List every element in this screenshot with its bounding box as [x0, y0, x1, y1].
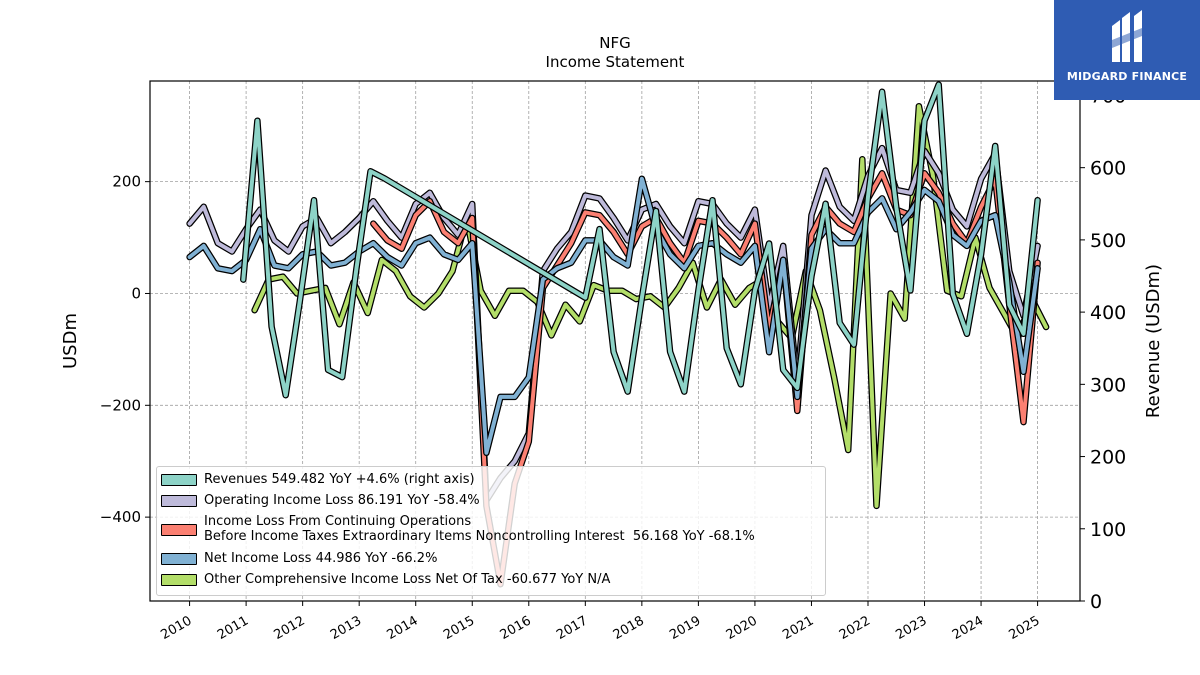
series-line: [371, 171, 1040, 587]
legend-label-revenues: Revenues 549.482 YoY +4.6% (right axis): [204, 472, 475, 487]
x-tick-label: 2014: [385, 613, 421, 643]
x-tick-label: 2025: [1006, 613, 1042, 643]
right-y-tick-label: 300: [1090, 374, 1126, 396]
left-y-tick-label: −400: [100, 508, 141, 526]
chart-subtitle: Income Statement: [546, 53, 685, 71]
x-tick-label: 2024: [950, 613, 986, 643]
right-y-tick-label: 500: [1090, 230, 1126, 252]
series-line: [252, 104, 1049, 508]
legend-swatch-revenues: [161, 474, 197, 486]
series-4: [251, 102, 1050, 510]
brand-logo: MIDGARD FINANCE: [1054, 0, 1200, 100]
left-y-tick-label: 200: [112, 173, 141, 191]
x-tick-label: 2015: [441, 613, 477, 643]
series-0: [240, 81, 1041, 399]
x-tick-label: 2011: [215, 613, 251, 643]
x-tick-label: 2012: [271, 613, 307, 643]
x-tick-label: 2018: [611, 613, 647, 643]
left-y-tick-label: −200: [100, 396, 141, 414]
legend-swatch-pretax-income: [161, 524, 197, 536]
right-y-tick-label: 200: [1090, 447, 1126, 469]
x-tick-label: 2022: [837, 613, 873, 643]
right-y-tick-label: 400: [1090, 302, 1126, 324]
legend-swatch-net-income: [161, 553, 197, 565]
x-tick-label: 2023: [893, 613, 929, 643]
left-axis-label: USDm: [60, 313, 81, 369]
right-axis-label: Revenue (USDm): [1143, 264, 1164, 418]
legend-swatch-operating-income: [161, 495, 197, 507]
left-y-tick-label: 0: [131, 284, 141, 302]
series-line-outline: [251, 102, 1050, 510]
series-line: [187, 176, 1040, 455]
x-tick-label: 2016: [498, 613, 534, 643]
right-y-tick-label: 0: [1090, 591, 1102, 613]
series-line: [241, 82, 1040, 398]
legend-label-other-comprehensive: Other Comprehensive Income Loss Net Of T…: [204, 572, 611, 587]
x-tick-label: 2010: [158, 613, 194, 643]
legend-label-operating-income: Operating Income Loss 86.191 YoY -58.4%: [204, 493, 480, 508]
chart-title: NFG: [599, 34, 630, 52]
legend-swatch-other-comprehensive: [161, 574, 197, 586]
x-tick-label: 2020: [724, 613, 760, 643]
legend-label-pretax-income: Income Loss From Continuing Operations B…: [204, 514, 755, 544]
x-tick-label: 2013: [328, 613, 364, 643]
x-tick-label: 2017: [554, 613, 590, 643]
plot-frame: [149, 80, 1081, 602]
logo-mark-icon: [1112, 10, 1142, 62]
series-2: [370, 170, 1041, 588]
x-tick-label: 2021: [780, 613, 816, 643]
series-group: [186, 81, 1050, 588]
x-tick-label: 2019: [667, 613, 703, 643]
series-3: [186, 175, 1041, 457]
chart-legend: Revenues 549.482 YoY +4.6% (right axis) …: [156, 466, 826, 596]
right-y-tick-label: 100: [1090, 519, 1126, 541]
right-y-tick-label: 600: [1090, 158, 1126, 180]
legend-label-net-income: Net Income Loss 44.986 YoY -66.2%: [204, 551, 438, 566]
logo-text: MIDGARD FINANCE: [1066, 70, 1188, 83]
